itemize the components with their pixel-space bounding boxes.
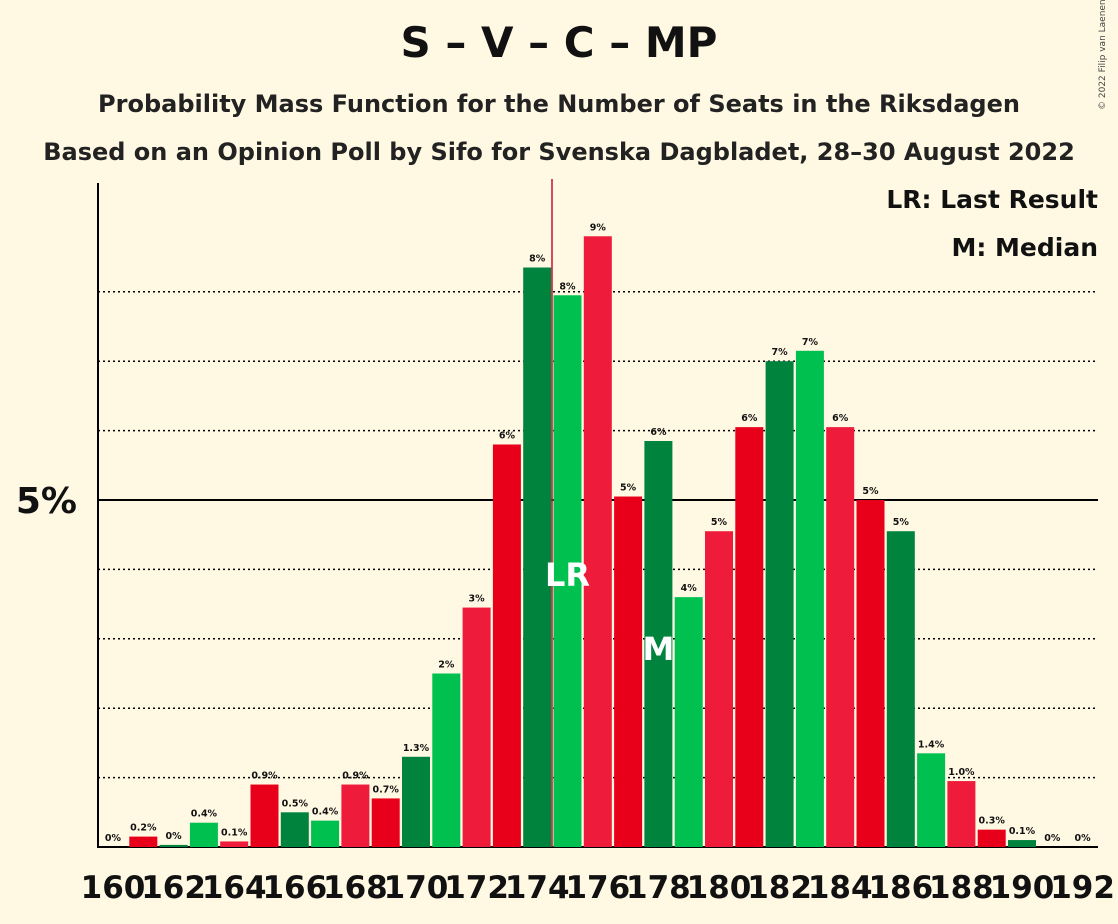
x-tick-label: 190 xyxy=(990,870,1055,906)
x-tick-label: 172 xyxy=(444,870,509,906)
bar xyxy=(826,427,855,847)
bar xyxy=(371,798,400,847)
bar xyxy=(220,841,249,847)
bar-value-label: 7% xyxy=(772,347,789,358)
bar-value-label: 5% xyxy=(893,517,910,528)
bar-value-label: 6% xyxy=(650,427,667,438)
bar xyxy=(250,784,279,847)
bar xyxy=(280,812,309,847)
bar xyxy=(977,829,1006,847)
chart-subtitle-2: Based on an Opinion Poll by Sifo for Sve… xyxy=(43,138,1075,166)
bar xyxy=(705,531,733,847)
bar xyxy=(402,756,430,847)
bar xyxy=(856,500,885,847)
x-tick-label: 180 xyxy=(687,870,752,906)
bar-value-label: 0.4% xyxy=(312,807,339,818)
bar-value-label: 1.0% xyxy=(948,767,975,778)
chart-title: S – V – C – MP xyxy=(400,18,718,67)
x-tick-label: 168 xyxy=(323,870,388,906)
x-tick-label: 192 xyxy=(1050,870,1115,906)
bar-value-label: 0.1% xyxy=(1009,826,1036,837)
bar xyxy=(765,361,794,847)
bar xyxy=(341,784,370,847)
last-result-marker: LR xyxy=(545,556,590,594)
bar-value-label: 4% xyxy=(681,583,698,594)
bar-value-label: 1.4% xyxy=(918,739,945,750)
x-tick-label: 182 xyxy=(747,870,812,906)
bar-value-label: 0.3% xyxy=(979,816,1006,827)
copyright-notice: © 2022 Filip van Laenen xyxy=(1098,0,1108,110)
bar xyxy=(795,350,824,847)
bar-value-label: 0.4% xyxy=(191,809,218,820)
bar-value-label: 5% xyxy=(711,517,728,528)
bar-value-label: 9% xyxy=(590,222,607,233)
x-tick-label: 174 xyxy=(505,870,570,906)
chart-subtitle-1: Probability Mass Function for the Number… xyxy=(98,90,1020,118)
bar-value-label: 0.9% xyxy=(342,771,369,782)
x-tick-label: 170 xyxy=(384,870,449,906)
x-tick-label: 166 xyxy=(262,870,327,906)
bar-value-label: 0.9% xyxy=(251,771,278,782)
bar-value-label: 5% xyxy=(620,483,637,494)
bar xyxy=(492,444,521,847)
bar xyxy=(523,267,552,847)
bar xyxy=(917,753,946,847)
bar xyxy=(886,531,915,847)
bar xyxy=(189,822,218,847)
bar xyxy=(1008,840,1036,847)
bar-value-label: 0.5% xyxy=(282,798,309,809)
bar xyxy=(614,496,643,847)
bar xyxy=(553,295,582,847)
x-tick-label: 162 xyxy=(141,870,206,906)
bar xyxy=(159,844,188,847)
bar-value-label: 0.1% xyxy=(221,827,248,838)
bar-value-label: 8% xyxy=(529,254,546,265)
x-tick-label: 164 xyxy=(202,870,267,906)
bar-value-label: 1.3% xyxy=(403,743,430,754)
bar-value-label: 6% xyxy=(832,413,849,424)
bar-value-label: 7% xyxy=(802,337,819,348)
bar-value-label: 5% xyxy=(862,486,879,497)
bar-value-label: 6% xyxy=(741,413,758,424)
x-tick-label: 178 xyxy=(626,870,691,906)
bar xyxy=(674,597,703,847)
legend-median: M: Median xyxy=(951,233,1098,262)
bar xyxy=(735,427,764,847)
median-marker: M xyxy=(642,630,674,668)
bar-value-label: 0% xyxy=(105,833,122,844)
bar-value-label: 0% xyxy=(1044,833,1061,844)
bar-value-label: 8% xyxy=(559,281,576,292)
bar xyxy=(947,781,976,847)
bar xyxy=(129,836,158,847)
bar-value-label: 6% xyxy=(499,430,516,441)
bar-value-label: 2% xyxy=(438,660,455,671)
x-tick-label: 184 xyxy=(808,870,873,906)
bar-value-label: 0.2% xyxy=(130,823,157,834)
legend-last-result: LR: Last Result xyxy=(886,185,1098,214)
bar-value-label: 0% xyxy=(166,831,183,842)
bar-value-label: 0.7% xyxy=(373,784,400,795)
x-tick-label: 188 xyxy=(929,870,994,906)
bar xyxy=(462,607,491,847)
y-tick-label: 5% xyxy=(16,481,77,522)
bar xyxy=(311,820,340,847)
bar xyxy=(583,236,612,847)
x-tick-label: 186 xyxy=(868,870,933,906)
bar-value-label: 0% xyxy=(1075,833,1092,844)
bar xyxy=(644,441,673,847)
x-tick-label: 160 xyxy=(81,870,146,906)
x-tick-label: 176 xyxy=(565,870,630,906)
bar-value-label: 3% xyxy=(469,594,486,605)
bar xyxy=(432,673,461,847)
